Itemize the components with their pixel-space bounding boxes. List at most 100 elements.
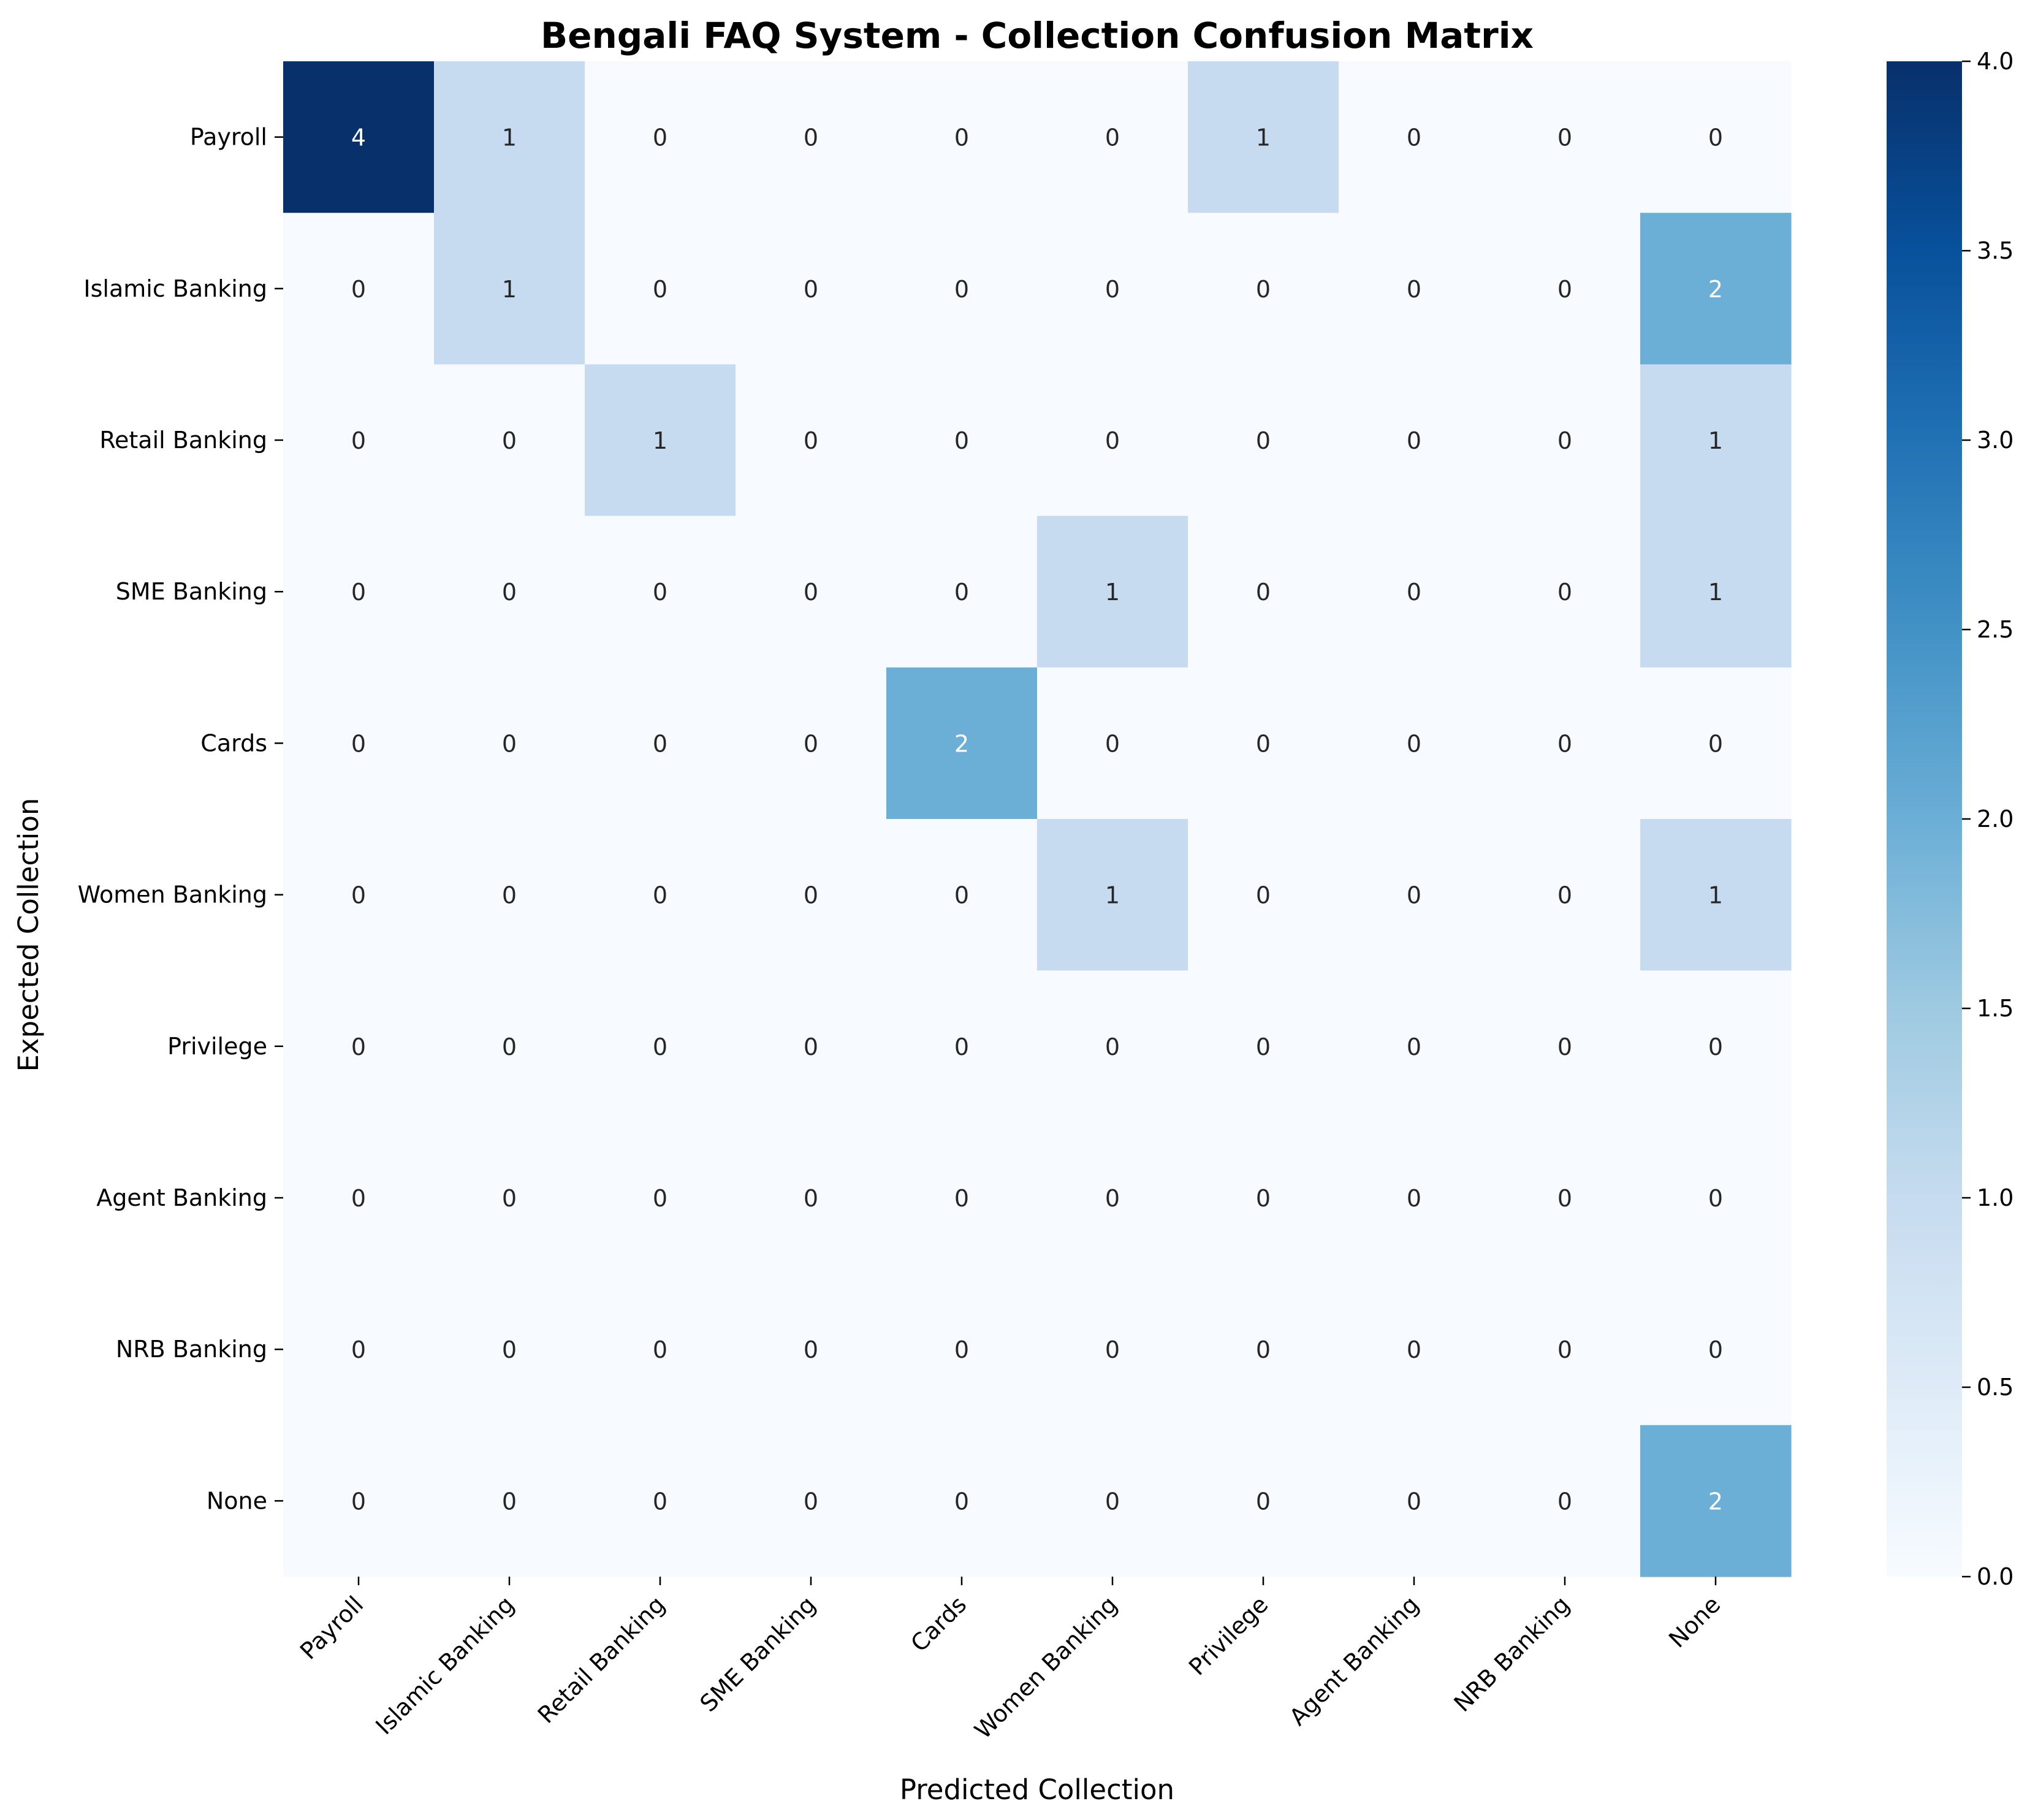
cell-value-label: 0 <box>351 730 366 757</box>
heatmap-cell <box>1188 516 1339 668</box>
colorbar-tick-label: 1.5 <box>1977 995 2013 1022</box>
cell-value-label: 0 <box>954 427 969 454</box>
cell-value-label: 2 <box>1708 1488 1723 1515</box>
y-tick-label: Payroll <box>190 124 267 151</box>
colorbar-tick-label: 3.5 <box>1977 237 2013 264</box>
cell-value-label: 0 <box>1407 1034 1421 1060</box>
heatmap-cell <box>1037 819 1188 971</box>
cell-value-label: 1 <box>1708 579 1723 606</box>
cell-value-label: 0 <box>1105 1488 1120 1515</box>
heatmap-cell <box>1037 1425 1188 1577</box>
heatmap-cell <box>736 970 887 1122</box>
heatmap-cell <box>434 1122 585 1274</box>
heatmap-cell <box>585 61 736 213</box>
heatmap-cell <box>434 516 585 668</box>
cell-value-label: 0 <box>1557 882 1572 909</box>
heatmap-cell <box>1640 213 1792 365</box>
cell-value-label: 0 <box>804 1488 818 1515</box>
heatmap-cell <box>1339 1425 1490 1577</box>
colorbar-tick-label: 0.5 <box>1977 1374 2013 1401</box>
cell-value-label: 0 <box>804 579 818 606</box>
cell-value-label: 0 <box>1708 1034 1723 1060</box>
cell-value-label: 0 <box>804 427 818 454</box>
cell-value-label: 0 <box>1557 124 1572 151</box>
cell-value-label: 0 <box>954 579 969 606</box>
cell-value-label: 0 <box>1557 1185 1572 1212</box>
cell-value-label: 1 <box>1708 427 1723 454</box>
heatmap-cell <box>585 364 736 517</box>
cell-value-label: 0 <box>1407 882 1421 909</box>
cell-value-label: 0 <box>502 1488 517 1515</box>
cell-value-label: 0 <box>804 1185 818 1212</box>
heatmap-cell <box>1188 667 1339 820</box>
heatmap-cell <box>1188 213 1339 365</box>
heatmap-cell <box>1640 819 1792 971</box>
colorbar <box>1887 61 1962 1577</box>
heatmap-cell <box>1188 819 1339 971</box>
heatmap-cell <box>585 1425 736 1577</box>
x-tick-label: Retail Banking <box>533 1591 671 1729</box>
cell-value-label: 0 <box>1256 882 1271 909</box>
cell-value-label: 0 <box>1708 730 1723 757</box>
cell-value-label: 0 <box>1708 1336 1723 1363</box>
cell-value-label: 0 <box>954 882 969 909</box>
heatmap-cell <box>283 970 435 1122</box>
x-tick-label: Agent Banking <box>1284 1591 1424 1731</box>
heatmap-cell <box>886 364 1038 517</box>
heatmap-cell <box>1188 970 1339 1122</box>
cell-value-label: 0 <box>653 124 667 151</box>
x-tick-label: Payroll <box>295 1591 368 1664</box>
heatmap-cell <box>1339 819 1490 971</box>
x-tick-label: Privilege <box>1184 1591 1273 1680</box>
heatmap-cell <box>1640 364 1792 517</box>
colorbar-tick-label: 0.0 <box>1977 1563 2013 1590</box>
heatmap-cell <box>585 667 736 820</box>
heatmap-cell <box>434 667 585 820</box>
cell-value-label: 1 <box>1256 124 1271 151</box>
heatmap-cell <box>1489 667 1641 820</box>
heatmap-cell <box>1339 61 1490 213</box>
cell-value-label: 0 <box>1256 427 1271 454</box>
heatmap-cell <box>1188 364 1339 517</box>
heatmap-cell <box>1489 970 1641 1122</box>
heatmap-cell <box>283 516 435 668</box>
cell-value-label: 0 <box>1557 276 1572 303</box>
heatmap-cell <box>1339 1273 1490 1426</box>
heatmap-cell <box>886 213 1038 365</box>
cell-value-label: 0 <box>351 427 366 454</box>
heatmap-cell <box>886 1425 1038 1577</box>
y-tick-label: NRB Banking <box>116 1336 267 1363</box>
heatmap-cell <box>1640 1122 1792 1274</box>
cell-value-label: 0 <box>954 1488 969 1515</box>
x-tick-label: None <box>1663 1591 1725 1653</box>
cell-value-label: 0 <box>1105 730 1120 757</box>
heatmap-cell <box>736 1122 887 1274</box>
cell-value-label: 0 <box>804 124 818 151</box>
heatmap-cell <box>1640 516 1792 668</box>
heatmap-cell <box>1339 970 1490 1122</box>
cell-value-label: 0 <box>1407 579 1421 606</box>
heatmap-cell <box>283 364 435 517</box>
heatmap-cell <box>1037 516 1188 668</box>
cell-value-label: 0 <box>502 1336 517 1363</box>
heatmap-cell <box>1188 61 1339 213</box>
heatmap-cell <box>736 516 887 668</box>
cell-value-label: 0 <box>954 1034 969 1060</box>
heatmap-cell <box>1339 364 1490 517</box>
heatmap-cell <box>1037 364 1188 517</box>
colorbar-tick-label: 2.0 <box>1977 805 2013 832</box>
cell-value-label: 0 <box>502 427 517 454</box>
cell-value-label: 0 <box>1407 124 1421 151</box>
cell-value-label: 2 <box>954 730 969 757</box>
colorbar-tick-label: 4.0 <box>1977 48 2013 75</box>
heatmap-cell <box>434 819 585 971</box>
heatmap-cell <box>1489 1425 1641 1577</box>
cell-value-label: 0 <box>653 730 667 757</box>
heatmap-cell <box>1640 667 1792 820</box>
heatmap-cell <box>283 1273 435 1426</box>
heatmap-cell <box>434 1425 585 1577</box>
heatmap-cell <box>434 213 585 365</box>
heatmap-cell <box>283 61 435 213</box>
heatmap-cell <box>1489 1122 1641 1274</box>
